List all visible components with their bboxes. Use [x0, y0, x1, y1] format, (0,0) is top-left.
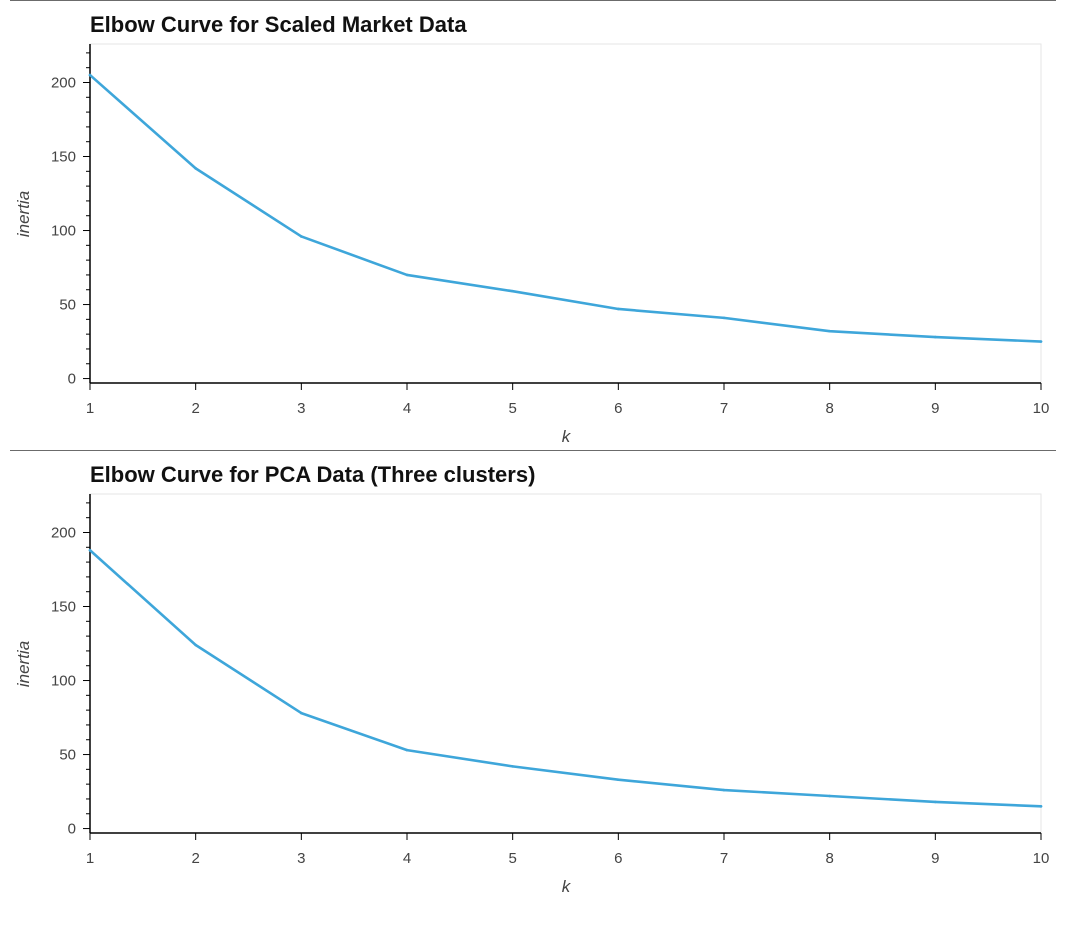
chart-panel-scaled-market: Elbow Curve for Scaled Market Data 1 2 3 4 5… [0, 1, 1066, 451]
data-point [194, 167, 197, 170]
x-tick-label: 1 [86, 400, 94, 417]
x-tick-label: 6 [614, 400, 622, 417]
y-tick-label: 50 [59, 747, 76, 764]
data-point [722, 316, 726, 320]
data-point [1039, 340, 1043, 343]
y-tick-label: 150 [51, 599, 76, 616]
x-tick-label: 3 [297, 400, 305, 417]
plot-frame [89, 43, 1042, 384]
data-point [828, 329, 831, 333]
data-point [88, 548, 92, 552]
y-axis-label: inertia [14, 641, 33, 687]
data-point [300, 235, 303, 238]
data-point [511, 765, 514, 768]
y-tick-label: 200 [51, 74, 76, 91]
x-tick-label: 7 [720, 400, 728, 417]
x-tick-label: 7 [720, 850, 728, 867]
y-tick-label: 0 [68, 371, 76, 388]
y-tick-label: 50 [59, 297, 76, 314]
chart-title: Elbow Curve for Scaled Market Data [90, 12, 467, 37]
x-tick-label: 9 [931, 400, 939, 417]
middle-divider [10, 450, 1056, 451]
data-point [828, 794, 831, 798]
chart-panel-pca: Elbow Curve for PCA Data (Three clusters… [0, 451, 1066, 901]
y-axis-label: inertia [14, 191, 33, 237]
data-point [88, 73, 92, 77]
data-point [194, 643, 197, 647]
x-tick-label: 8 [825, 850, 833, 867]
y-tick-label: 150 [51, 149, 76, 166]
x-tick-label: 8 [825, 400, 833, 417]
data-point [934, 335, 937, 339]
x-tick-label: 5 [508, 850, 516, 867]
series-line [88, 548, 1043, 808]
y-tick-label: 100 [51, 223, 76, 240]
x-axis-label: k [562, 427, 572, 446]
x-tick-label: 2 [191, 850, 199, 867]
x-tick-label: 10 [1033, 850, 1050, 867]
series-line [88, 73, 1043, 343]
data-point [300, 711, 303, 715]
data-point [617, 307, 620, 311]
data-point [405, 748, 409, 752]
data-point [511, 289, 514, 293]
x-tick-label: 2 [191, 400, 199, 417]
x-tick-label: 3 [297, 850, 305, 867]
x-tick-label: 4 [403, 400, 411, 417]
x-tick-label: 4 [403, 850, 411, 867]
data-point [405, 273, 409, 277]
data-point [1039, 805, 1043, 808]
x-tick-label: 1 [86, 850, 94, 867]
top-divider [10, 0, 1056, 1]
elbow-chart-pca: Elbow Curve for PCA Data (Three clusters… [14, 462, 1050, 896]
plot-frame [89, 493, 1042, 834]
x-tick-label: 5 [508, 400, 516, 417]
x-tick-label: 9 [931, 850, 939, 867]
y-tick-label: 0 [68, 821, 76, 838]
elbow-chart-scaled-market: Elbow Curve for Scaled Market Data 1 2 3 4 5… [14, 12, 1050, 446]
data-point [617, 778, 620, 782]
y-tick-label: 100 [51, 673, 76, 690]
x-tick-label: 6 [614, 850, 622, 867]
y-tick-label: 200 [51, 524, 76, 541]
data-point [722, 788, 726, 792]
x-axis-label: k [562, 877, 572, 896]
chart-title: Elbow Curve for PCA Data (Three clusters… [90, 462, 535, 487]
data-point [934, 800, 937, 804]
x-tick-label: 10 [1033, 400, 1050, 417]
